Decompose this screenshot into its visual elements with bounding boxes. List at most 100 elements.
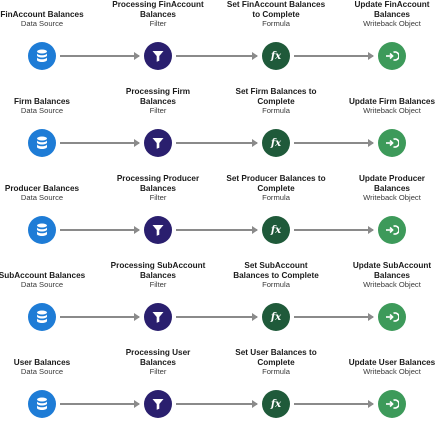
node-datasource[interactable]: SubAccount Balances Data Source: [0, 261, 92, 331]
node-label: FinAccount Balances Data Source: [0, 10, 92, 29]
connector-arrow: [176, 226, 258, 234]
node-type: Data Source: [20, 193, 64, 202]
node-title: Producer Balances: [4, 183, 80, 193]
node-label: User Balances Data Source: [0, 358, 92, 377]
node-filter[interactable]: Processing SubAccount Balances Filter: [108, 261, 208, 331]
node-title: User Balances: [13, 357, 71, 367]
node-label: Processing SubAccount Balances Filter: [108, 261, 208, 289]
node-datasource[interactable]: User Balances Data Source: [0, 348, 92, 418]
node-title: Processing Producer Balances: [116, 174, 200, 193]
node-writeback[interactable]: Update Firm Balances Writeback Object: [342, 87, 436, 157]
fx-icon[interactable]: fx: [262, 390, 290, 418]
node-type: Formula: [262, 19, 290, 28]
node-type: Filter: [149, 280, 167, 289]
fx-icon[interactable]: fx: [262, 42, 290, 70]
node-type: Filter: [149, 367, 167, 376]
node-title: Update SubAccount Balances: [352, 261, 432, 280]
writeback-icon[interactable]: [378, 303, 406, 331]
filter-icon[interactable]: [144, 390, 172, 418]
connector-arrow: [176, 52, 258, 60]
node-title: Set Firm Balances to Complete: [235, 87, 317, 106]
connector-arrow: [176, 400, 258, 408]
node-label: Processing User Balances Filter: [108, 348, 208, 376]
connector-arrow: [60, 139, 140, 147]
connector-arrow: [294, 52, 374, 60]
database-icon[interactable]: [28, 303, 56, 331]
node-writeback[interactable]: Update SubAccount Balances Writeback Obje…: [342, 261, 436, 331]
node-writeback[interactable]: Update User Balances Writeback Object: [342, 348, 436, 418]
fx-icon[interactable]: fx: [262, 129, 290, 157]
node-type: Data Source: [20, 367, 64, 376]
node-datasource[interactable]: Producer Balances Data Source: [0, 174, 92, 244]
filter-icon[interactable]: [144, 129, 172, 157]
node-title: Update Firm Balances: [349, 96, 435, 106]
node-title: Set User Balances to Complete: [235, 348, 317, 367]
writeback-icon[interactable]: [378, 42, 406, 70]
node-label: Set SubAccount Balances to Complete Formu…: [226, 261, 326, 289]
database-icon[interactable]: [28, 42, 56, 70]
node-title: Processing SubAccount Balances: [110, 261, 206, 280]
node-label: Update Producer Balances Writeback Object: [342, 174, 436, 202]
node-title: Processing FinAccount Balances: [112, 0, 204, 19]
database-icon[interactable]: [28, 390, 56, 418]
connector-arrow: [176, 139, 258, 147]
node-title: Set FinAccount Balances to Complete: [226, 0, 326, 19]
database-icon[interactable]: [28, 129, 56, 157]
node-title: Firm Balances: [14, 96, 70, 106]
node-datasource[interactable]: FinAccount Balances Data Source: [0, 0, 92, 70]
node-type: Filter: [149, 106, 167, 115]
filter-icon[interactable]: [144, 303, 172, 331]
node-filter[interactable]: Processing Producer Balances Filter: [108, 174, 208, 244]
node-type: Writeback Object: [363, 280, 421, 289]
connector-arrow: [294, 313, 374, 321]
node-filter[interactable]: Processing FinAccount Balances Filter: [108, 0, 208, 70]
fx-icon[interactable]: fx: [262, 216, 290, 244]
filter-icon[interactable]: [144, 42, 172, 70]
node-title: Processing Firm Balances: [125, 87, 191, 106]
node-formula[interactable]: Set SubAccount Balances to Complete Formu…: [226, 261, 326, 331]
node-label: Processing Producer Balances Filter: [108, 174, 208, 202]
node-writeback[interactable]: Update FinAccount Balances Writeback Obje…: [342, 0, 436, 70]
node-filter[interactable]: Processing User Balances Filter: [108, 348, 208, 418]
node-title: Update Producer Balances: [359, 174, 425, 193]
connector-arrow: [60, 400, 140, 408]
node-label: Firm Balances Data Source: [0, 97, 92, 116]
writeback-icon[interactable]: [378, 129, 406, 157]
connector-arrow: [176, 313, 258, 321]
connector-arrow: [60, 313, 140, 321]
node-type: Formula: [262, 193, 290, 202]
node-type: Writeback Object: [363, 367, 421, 376]
node-label: Update SubAccount Balances Writeback Obje…: [342, 261, 436, 289]
node-title: Set SubAccount Balances to Complete: [233, 261, 319, 280]
node-label: Set FinAccount Balances to Complete Formu…: [226, 0, 326, 28]
node-type: Formula: [262, 367, 290, 376]
node-formula[interactable]: Set User Balances to Complete Formula fx: [226, 348, 326, 418]
node-label: Set User Balances to Complete Formula: [226, 348, 326, 376]
node-formula[interactable]: Set Producer Balances to Complete Formula…: [226, 174, 326, 244]
node-datasource[interactable]: Firm Balances Data Source: [0, 87, 92, 157]
node-type: Formula: [262, 106, 290, 115]
writeback-icon[interactable]: [378, 216, 406, 244]
node-title: Update User Balances: [348, 357, 436, 367]
node-writeback[interactable]: Update Producer Balances Writeback Object: [342, 174, 436, 244]
connector-arrow: [294, 139, 374, 147]
node-type: Formula: [262, 280, 290, 289]
writeback-icon[interactable]: [378, 390, 406, 418]
database-icon[interactable]: [28, 216, 56, 244]
node-formula[interactable]: Set Firm Balances to Complete Formula fx: [226, 87, 326, 157]
filter-icon[interactable]: [144, 216, 172, 244]
node-title: SubAccount Balances: [0, 270, 86, 280]
node-filter[interactable]: Processing Firm Balances Filter: [108, 87, 208, 157]
node-type: Writeback Object: [363, 193, 421, 202]
node-label: Producer Balances Data Source: [0, 184, 92, 203]
node-label: Update FinAccount Balances Writeback Obje…: [342, 0, 436, 28]
node-label: Set Firm Balances to Complete Formula: [226, 87, 326, 115]
node-label: Update Firm Balances Writeback Object: [342, 97, 436, 116]
node-type: Filter: [149, 19, 167, 28]
connector-arrow: [60, 52, 140, 60]
fx-icon[interactable]: fx: [262, 303, 290, 331]
node-title: Set Producer Balances to Complete: [226, 174, 326, 193]
node-formula[interactable]: Set FinAccount Balances to Complete Formu…: [226, 0, 326, 70]
node-title: Processing User Balances: [125, 348, 191, 367]
